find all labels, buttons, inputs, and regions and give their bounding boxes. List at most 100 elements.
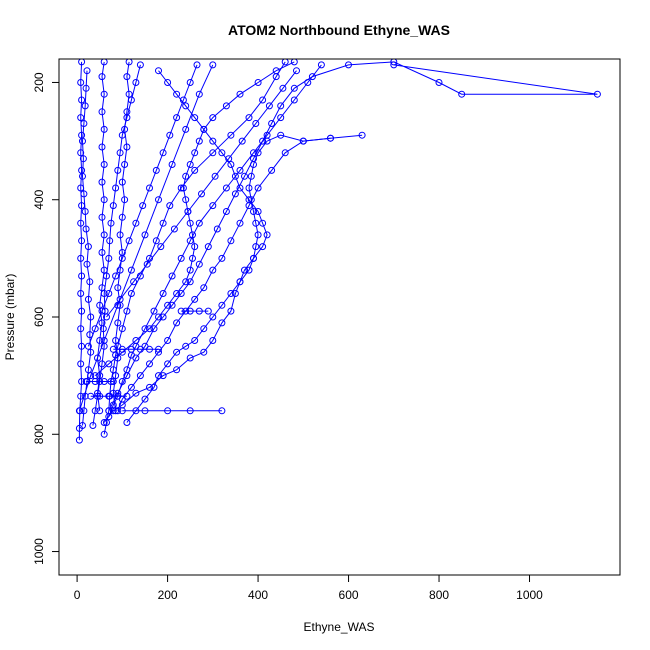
data-point	[118, 348, 126, 356]
data-point	[96, 337, 104, 344]
data-point	[218, 407, 226, 415]
data-point	[98, 307, 106, 315]
data-point	[116, 266, 124, 274]
data-point	[166, 202, 174, 210]
data-point	[100, 196, 108, 204]
data-point	[231, 172, 239, 180]
y-tick-label: 800	[32, 424, 46, 444]
data-point	[159, 149, 167, 157]
data-point	[164, 407, 172, 415]
data-point	[105, 290, 113, 297]
data-point	[277, 114, 285, 122]
data-point	[227, 237, 235, 245]
data-point	[87, 313, 95, 321]
data-point	[200, 348, 208, 356]
series-line-18	[87, 64, 198, 347]
data-point	[236, 166, 244, 174]
data-point	[155, 196, 162, 204]
x-tick-label: 0	[74, 588, 81, 602]
y-tick-label: 400	[32, 189, 46, 209]
data-point	[209, 266, 217, 274]
data-point	[87, 348, 95, 356]
data-point	[141, 325, 149, 333]
data-point	[290, 84, 298, 92]
data-point	[100, 266, 108, 274]
data-point	[182, 278, 190, 286]
data-point	[114, 284, 122, 292]
series-line-14	[108, 61, 598, 412]
data-point	[170, 225, 178, 233]
data-point	[209, 61, 217, 69]
data-point	[98, 319, 106, 327]
data-point	[166, 131, 174, 139]
data-point	[209, 337, 217, 344]
data-point	[182, 125, 190, 133]
data-point	[75, 436, 83, 444]
data-point	[231, 290, 239, 297]
x-tick-label: 600	[339, 588, 359, 602]
data-point	[100, 125, 108, 133]
data-point	[200, 325, 208, 333]
data-point	[136, 61, 144, 69]
data-point	[247, 172, 255, 180]
data-point	[114, 354, 122, 362]
data-point	[327, 134, 334, 142]
data-point	[209, 202, 217, 210]
data-point	[127, 345, 135, 353]
data-point	[79, 422, 86, 429]
data-point	[191, 337, 199, 344]
series-line-17	[94, 61, 295, 376]
data-point	[77, 219, 85, 227]
data-point	[259, 219, 267, 227]
data-point	[252, 243, 260, 251]
data-point	[123, 73, 131, 81]
data-point	[150, 307, 158, 315]
data-point	[100, 419, 108, 426]
data-point	[91, 407, 99, 415]
data-point	[96, 407, 104, 415]
data-point	[98, 360, 106, 368]
data-point	[77, 149, 85, 157]
data-point	[168, 301, 176, 309]
data-point	[195, 260, 203, 268]
data-point	[458, 90, 466, 98]
data-point	[109, 389, 117, 397]
series-line-4	[108, 64, 322, 417]
data-point	[132, 337, 140, 344]
data-point	[112, 372, 120, 380]
data-point	[123, 108, 131, 116]
data-point	[238, 137, 246, 145]
series-line-12	[126, 134, 331, 423]
data-point	[118, 213, 126, 221]
data-point	[114, 389, 122, 397]
data-point	[209, 137, 217, 145]
data-point	[173, 290, 181, 297]
data-point	[182, 102, 190, 110]
data-point	[100, 161, 108, 168]
data-point	[250, 208, 257, 215]
data-point	[94, 389, 101, 397]
data-point	[222, 208, 230, 215]
data-point	[77, 254, 85, 262]
data-point	[75, 407, 83, 415]
data-point	[132, 389, 140, 397]
data-point	[98, 108, 106, 116]
data-point	[173, 114, 181, 122]
data-point	[209, 114, 217, 122]
data-point	[259, 243, 267, 251]
data-point	[118, 325, 126, 333]
data-point	[164, 301, 172, 309]
data-point	[82, 225, 90, 233]
data-point	[204, 307, 212, 315]
data-point	[116, 149, 124, 157]
data-point	[80, 190, 88, 198]
data-point	[109, 202, 117, 210]
data-point	[317, 61, 325, 69]
data-point	[191, 114, 199, 122]
data-point	[268, 166, 276, 174]
data-point	[345, 61, 352, 69]
data-point	[100, 231, 108, 239]
data-point	[100, 378, 108, 385]
data-point	[173, 348, 181, 356]
data-point	[159, 313, 167, 321]
